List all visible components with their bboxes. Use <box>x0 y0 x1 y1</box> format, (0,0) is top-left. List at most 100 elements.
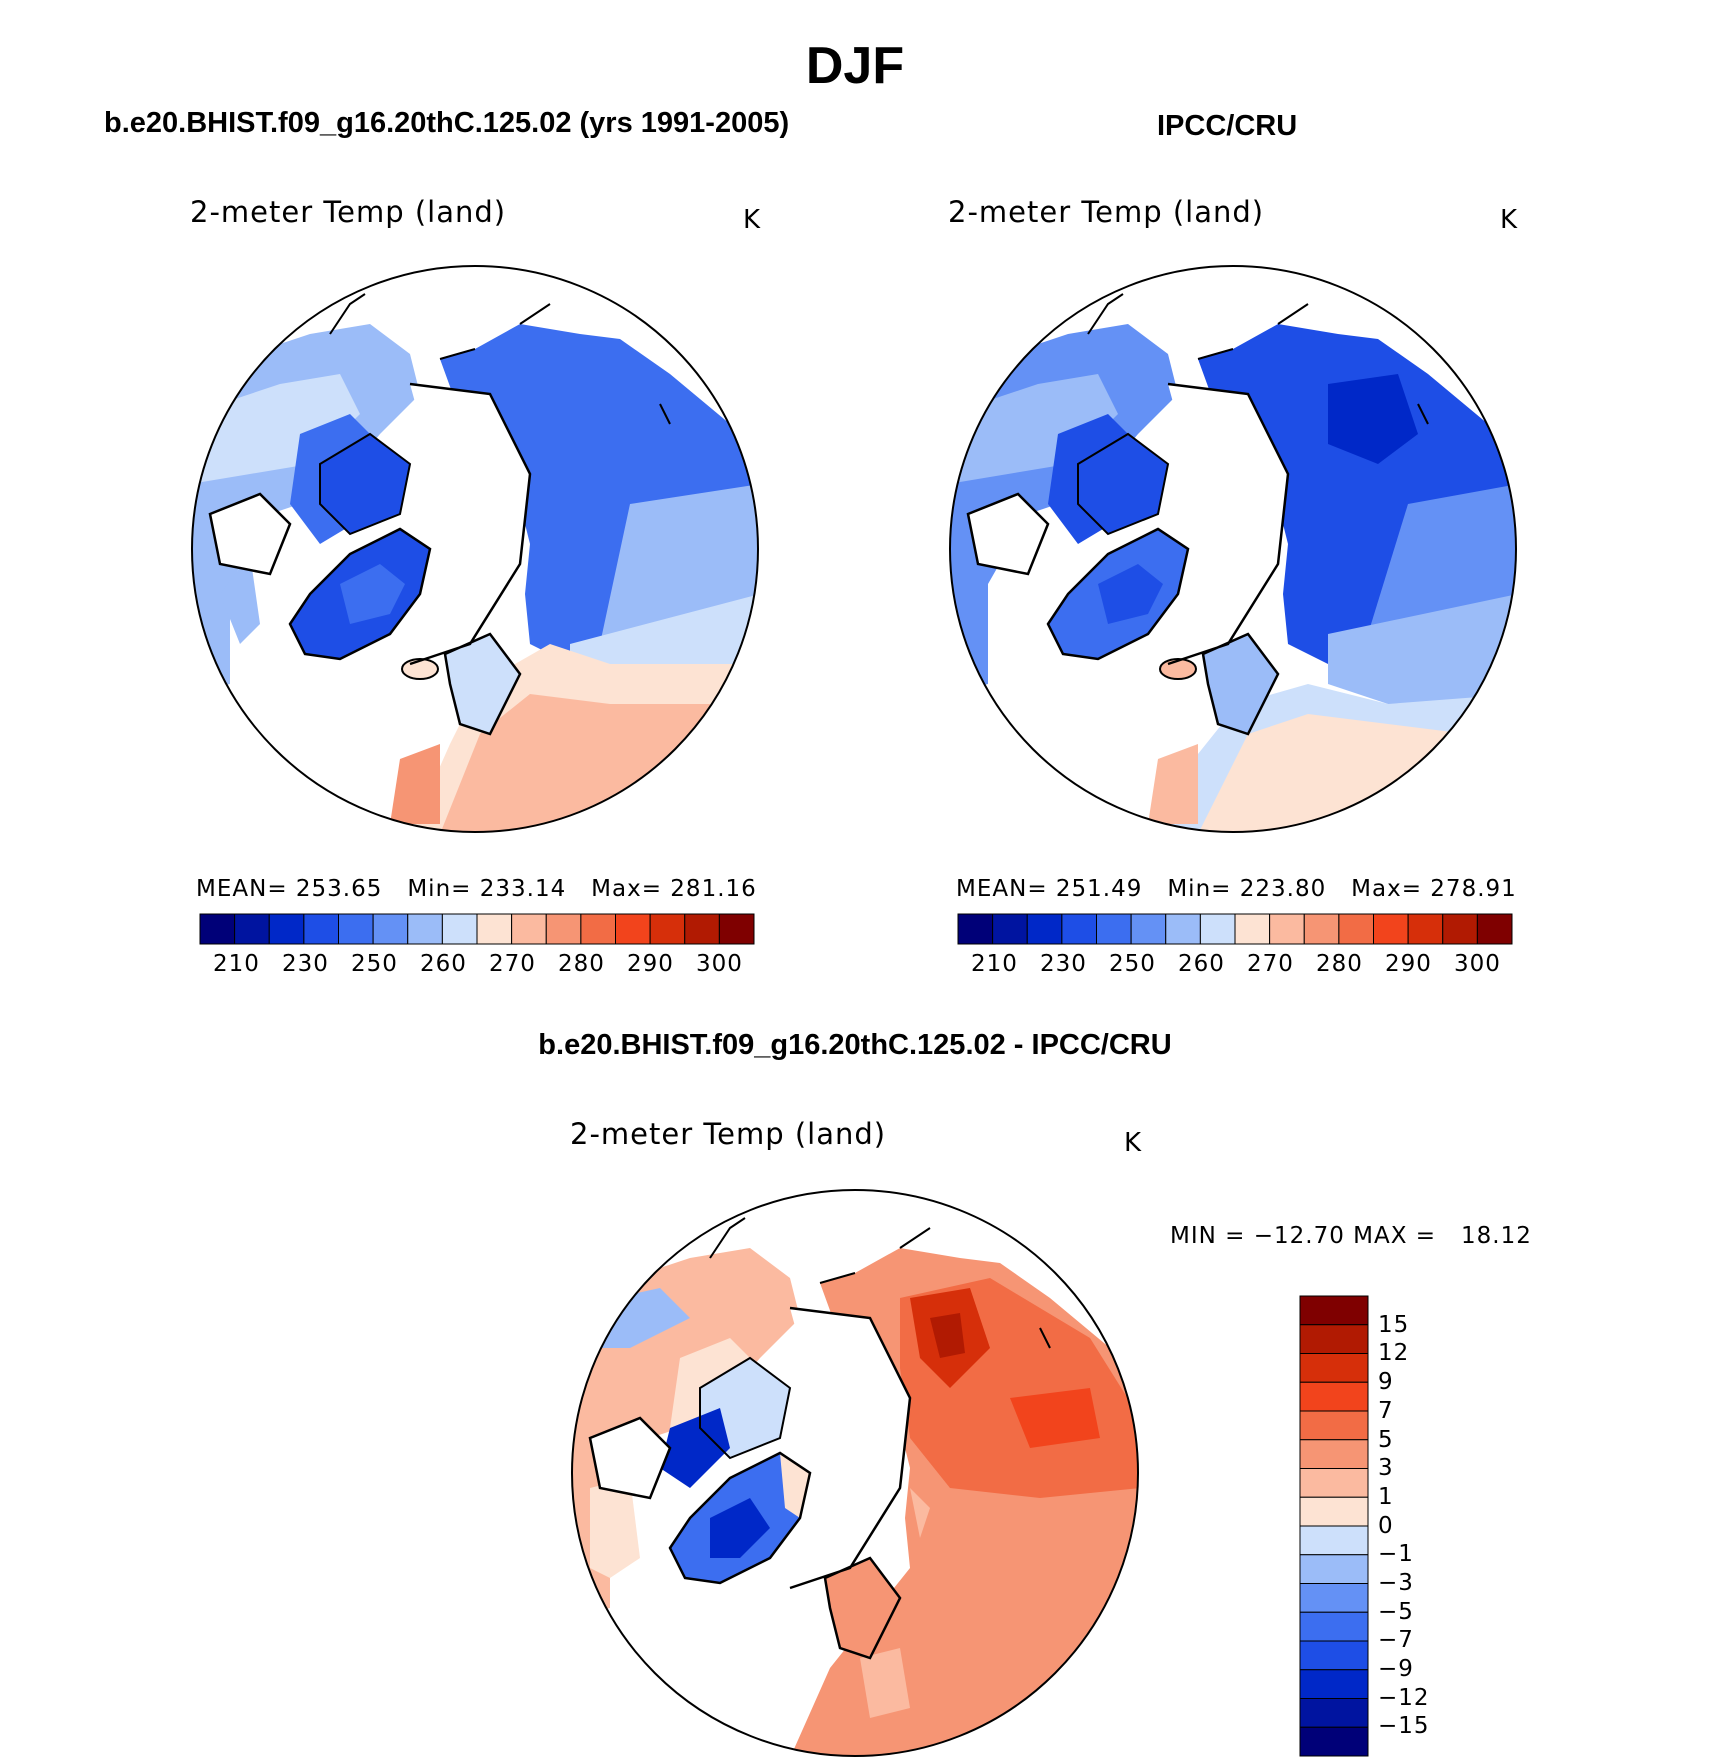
colorbar-tick: 290 <box>627 951 674 977</box>
colorbar-swatch <box>407 913 443 945</box>
colorbar-obs <box>957 913 1513 945</box>
panel-title-obs: IPCC/CRU <box>1157 110 1298 142</box>
colorbar-swatch <box>1299 1324 1369 1354</box>
colorbar-swatch <box>1061 913 1097 945</box>
colorbar-swatch <box>268 913 305 945</box>
colorbar-swatch <box>441 913 478 945</box>
colorbar-tick: 260 <box>420 951 467 977</box>
colorbar-swatch <box>1299 1640 1369 1671</box>
colorbar-swatch <box>545 913 582 945</box>
colorbar-swatch <box>1299 1381 1369 1412</box>
colorbar-swatch <box>511 913 547 945</box>
colorbar-swatch <box>1299 1726 1369 1757</box>
colorbar-swatch <box>1373 913 1409 945</box>
colorbar-swatch <box>1303 913 1340 945</box>
colorbar-tick: 7 <box>1378 1398 1394 1424</box>
colorbar-swatch <box>1299 1353 1369 1383</box>
stats-diff: MIN = −12.70 MAX = 18.12 <box>1170 1223 1532 1249</box>
colorbar-tick: −3 <box>1378 1570 1414 1596</box>
polar-map-diff <box>571 1189 1139 1757</box>
colorbar-swatch <box>1269 913 1305 945</box>
colorbar-tick: 15 <box>1378 1312 1410 1338</box>
main-title: DJF <box>805 37 905 95</box>
polar-map-obs <box>949 265 1517 833</box>
colorbar-swatch <box>1299 1439 1369 1469</box>
colorbar-tick: 210 <box>213 951 260 977</box>
colorbar-swatch <box>303 913 339 945</box>
max-value: 278.91 <box>1430 876 1517 902</box>
units-label: K <box>1124 1128 1143 1158</box>
min-value: 223.80 <box>1239 876 1327 902</box>
colorbar-swatch <box>1299 1468 1369 1498</box>
colorbar-swatch <box>1096 913 1132 945</box>
colorbar-tick: 210 <box>971 951 1018 977</box>
colorbar-swatch <box>1442 913 1478 945</box>
colorbar-swatch <box>1299 1611 1369 1642</box>
colorbar-swatch <box>1299 1669 1369 1699</box>
panel-title-diff: b.e20.BHIST.f09_g16.20thC.125.02 - IPCC/… <box>538 1029 1172 1061</box>
colorbar-tick: 300 <box>696 951 743 977</box>
colorbar-swatch <box>684 913 720 945</box>
stats-model: MEAN= 253.65 Min= 233.14 Max= 281.16 <box>196 876 757 902</box>
colorbar-swatch <box>580 913 616 945</box>
colorbar-ticks-model: 210 230 250 260 270 280 290 300 <box>200 951 754 981</box>
colorbar-tick: 270 <box>489 951 536 977</box>
units-label: K <box>743 205 762 235</box>
colorbar-model <box>199 913 755 945</box>
colorbar-tick: 12 <box>1378 1340 1410 1366</box>
polar-map-model <box>191 265 759 833</box>
colorbar-swatch <box>1234 913 1271 945</box>
colorbar-ticks-diff: 15 12 9 7 5 3 1 0 −1 −3 −5 −7 −9 −12 −15 <box>1378 1296 1458 1756</box>
mean-value: 251.49 <box>1055 876 1143 902</box>
colorbar-swatch <box>199 913 236 945</box>
colorbar-tick: 280 <box>1316 951 1363 977</box>
colorbar-tick: 280 <box>558 951 605 977</box>
mean-value: 253.65 <box>295 876 383 902</box>
colorbar-swatch <box>1165 913 1201 945</box>
colorbar-tick: 5 <box>1378 1427 1394 1453</box>
colorbar-tick: 230 <box>282 951 329 977</box>
colorbar-tick: 270 <box>1247 951 1294 977</box>
stats-obs: MEAN= 251.49 Min= 223.80 Max= 278.91 <box>956 876 1517 902</box>
colorbar-swatch <box>1299 1410 1369 1441</box>
colorbar-tick: 250 <box>351 951 398 977</box>
colorbar-swatch <box>1476 913 1513 945</box>
units-label: K <box>1500 205 1519 235</box>
colorbar-tick: −1 <box>1378 1541 1414 1567</box>
colorbar-swatch <box>1299 1295 1369 1326</box>
colorbar-tick: −12 <box>1378 1685 1430 1711</box>
colorbar-ticks-obs: 210 230 250 260 270 280 290 300 <box>958 951 1512 981</box>
colorbar-tick: 230 <box>1040 951 1087 977</box>
colorbar-diff <box>1299 1295 1369 1757</box>
colorbar-tick: 1 <box>1378 1484 1394 1510</box>
colorbar-swatch <box>372 913 409 945</box>
colorbar-swatch <box>1299 1496 1369 1527</box>
colorbar-swatch <box>1338 913 1374 945</box>
colorbar-swatch <box>1026 913 1063 945</box>
min-value: 233.14 <box>479 876 567 902</box>
colorbar-swatch <box>1299 1698 1369 1728</box>
colorbar-tick: 250 <box>1109 951 1156 977</box>
colorbar-swatch <box>615 913 651 945</box>
colorbar-tick: −15 <box>1378 1713 1430 1739</box>
colorbar-tick: 9 <box>1378 1369 1394 1395</box>
colorbar-tick: 260 <box>1178 951 1225 977</box>
colorbar-swatch <box>1299 1583 1369 1613</box>
colorbar-tick: 290 <box>1385 951 1432 977</box>
max-value: 281.16 <box>670 876 757 902</box>
panel-title-model: b.e20.BHIST.f09_g16.20thC.125.02 (yrs 19… <box>104 107 790 139</box>
colorbar-swatch <box>1130 913 1167 945</box>
colorbar-tick: 3 <box>1378 1455 1394 1481</box>
colorbar-swatch <box>718 913 755 945</box>
colorbar-tick: −7 <box>1378 1627 1414 1653</box>
colorbar-swatch <box>1199 913 1236 945</box>
variable-label: 2-meter Temp (land) <box>570 1117 887 1151</box>
colorbar-swatch <box>1299 1525 1369 1556</box>
variable-label: 2-meter Temp (land) <box>190 195 507 229</box>
colorbar-swatch <box>992 913 1028 945</box>
colorbar-tick: −5 <box>1378 1599 1414 1625</box>
colorbar-swatch <box>1407 913 1444 945</box>
colorbar-tick: 0 <box>1378 1513 1394 1539</box>
colorbar-swatch <box>476 913 513 945</box>
colorbar-swatch <box>338 913 374 945</box>
